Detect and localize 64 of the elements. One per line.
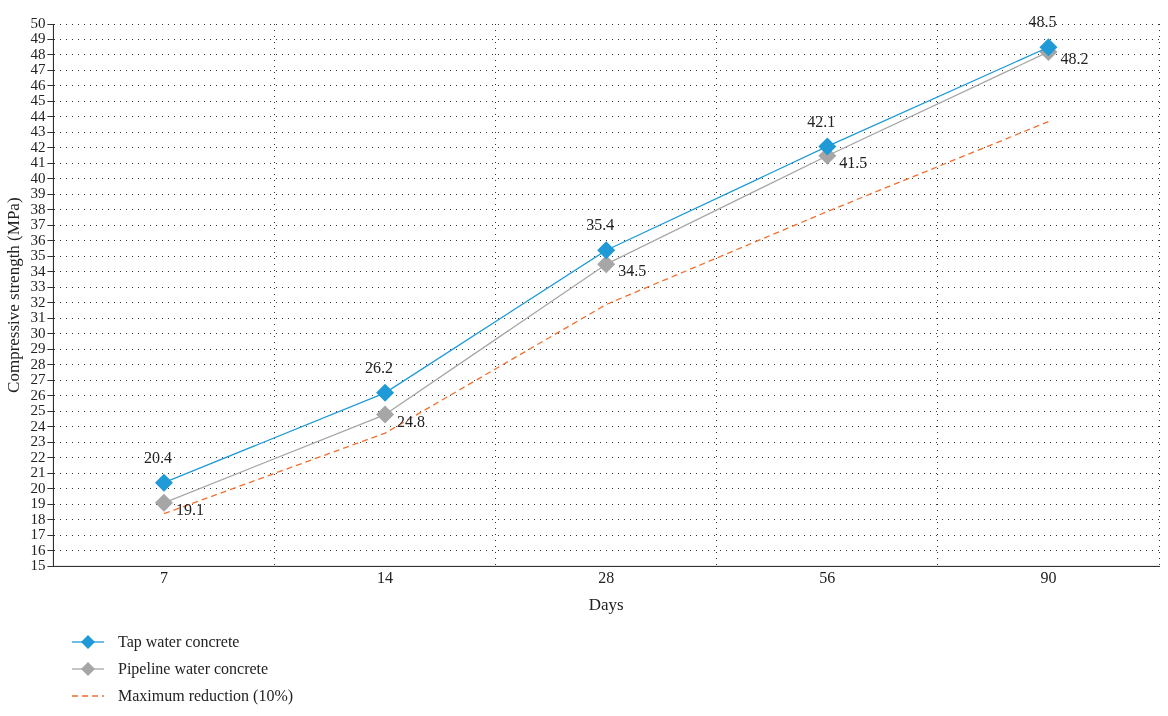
y-tick-label: 32	[30, 293, 46, 310]
point	[818, 137, 837, 156]
y-tick-label: 17	[30, 526, 46, 543]
legend-label: Maximum reduction (10%)	[118, 686, 294, 705]
y-tick-label: 46	[30, 76, 46, 93]
data-label: 19.1	[175, 501, 204, 519]
data-label: 48.5	[1028, 13, 1057, 31]
y-tick-label: 20	[30, 479, 46, 496]
y-tick-label: 38	[30, 200, 46, 217]
data-label: 35.4	[586, 216, 615, 234]
y-axis-title: Compressive strength (MPa)	[3, 197, 23, 393]
point	[376, 383, 395, 402]
x-tick-label: 14	[377, 569, 394, 587]
y-tick-label: 44	[30, 107, 46, 124]
y-tick-label: 29	[30, 340, 46, 357]
y-tick-label: 22	[30, 448, 46, 465]
y-tick-label: 19	[30, 495, 46, 512]
data-label: 26.2	[365, 359, 394, 377]
legend-label: Pipeline water concrete	[118, 659, 269, 678]
data-label: 41.5	[839, 153, 868, 171]
y-tick-label: 34	[30, 262, 46, 279]
y-tick-label: 49	[30, 30, 46, 47]
y-tick-label: 42	[30, 138, 46, 155]
y-tick-label: 18	[30, 510, 46, 527]
point	[1039, 38, 1058, 57]
x-axis-title: Days	[588, 595, 624, 615]
y-tick-label: 50	[30, 14, 46, 31]
y-tick-label: 37	[30, 216, 46, 233]
y-tick-label: 21	[30, 464, 46, 481]
point	[376, 405, 395, 424]
y-tick-label: 27	[30, 371, 46, 388]
legend-label: Tap water concrete	[118, 632, 240, 651]
y-tick-label: 47	[30, 61, 46, 78]
point	[597, 241, 616, 260]
y-tick-label: 23	[30, 433, 46, 450]
y-tick-label: 40	[30, 169, 46, 186]
y-tick-label: 16	[30, 541, 46, 558]
y-tick-label: 26	[30, 386, 46, 403]
data-label: 20.4	[143, 448, 172, 466]
point	[597, 255, 616, 274]
point	[154, 493, 173, 512]
x-tick-label: 28	[598, 569, 615, 587]
y-tick-label: 25	[30, 402, 46, 419]
y-tick-label: 48	[30, 45, 46, 62]
x-tick-label: 7	[159, 569, 168, 587]
data-label: 42.1	[807, 112, 836, 130]
y-tick-label: 41	[30, 154, 46, 171]
y-tick-label: 31	[30, 309, 46, 326]
data-label: 48.2	[1060, 50, 1089, 68]
x-tick-label: 56	[819, 569, 836, 587]
data-label: 24.8	[397, 412, 426, 430]
y-tick-label: 43	[30, 123, 46, 140]
y-tick-label: 24	[30, 417, 46, 434]
y-tick-label: 45	[30, 92, 46, 109]
y-tick-label: 15	[30, 557, 46, 574]
y-tick-label: 30	[30, 324, 46, 341]
data-label: 34.5	[618, 262, 647, 280]
y-tick-label: 35	[30, 247, 46, 264]
y-tick-label: 28	[30, 355, 46, 372]
y-tick-label: 39	[30, 185, 46, 202]
y-tick-label: 36	[30, 231, 46, 248]
y-tick-label: 33	[30, 278, 46, 295]
x-tick-label: 90	[1040, 569, 1057, 587]
point	[154, 473, 173, 492]
